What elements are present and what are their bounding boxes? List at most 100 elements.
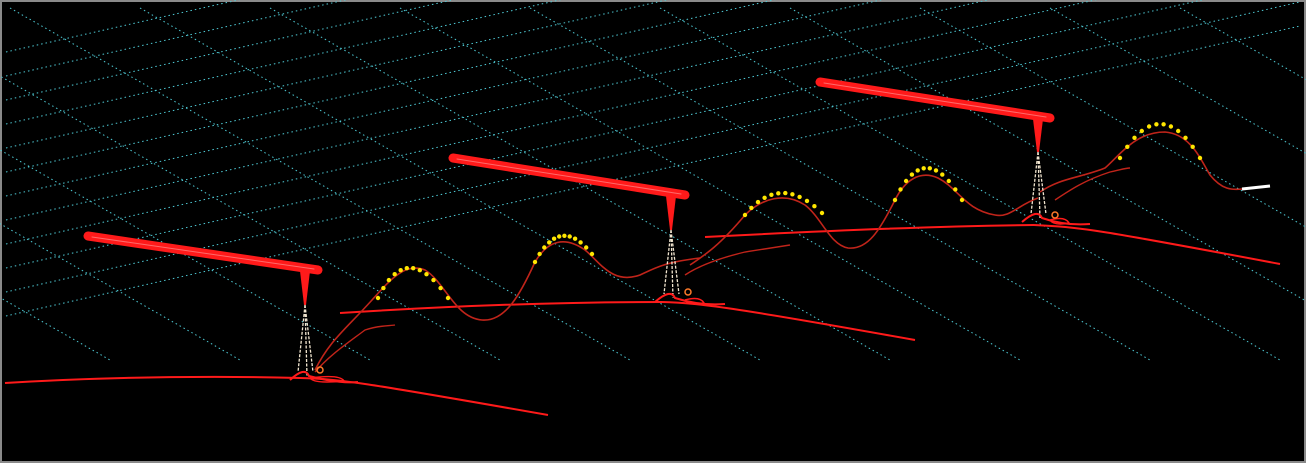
tower-1 (83, 231, 359, 384)
span-marker-dot (557, 234, 562, 239)
grid-line-horizontal (5, 0, 1205, 269)
span-marker-dot (431, 277, 436, 283)
span-marker-dot (927, 166, 932, 171)
span-marker-dot (1139, 128, 1145, 134)
span-marker-dot (812, 204, 817, 209)
span-marker-dot (404, 266, 409, 271)
tower-post (1033, 119, 1043, 152)
tower-crossarm-inner (456, 158, 682, 195)
overhead-conductor (1039, 131, 1243, 193)
ground-conductor (661, 301, 916, 341)
overhead-conductor (314, 241, 701, 371)
span-marker-dot (1197, 155, 1203, 161)
span-marker-dot (589, 251, 595, 257)
span-marker-dot (915, 168, 920, 173)
span-marker-dot (386, 277, 392, 283)
tower-support-legs (1030, 151, 1047, 219)
span-marker-dot (584, 245, 589, 250)
ground-grid (0, 0, 1306, 361)
ground-conductor (299, 377, 549, 416)
grid-line-horizontal (5, 0, 455, 101)
span-marker-dot (749, 205, 754, 211)
tower-anchor (316, 366, 324, 374)
grid-line-horizontal (5, 0, 1098, 245)
grid-line-diagonal (9, 7, 631, 361)
span-marker-dot (417, 268, 422, 273)
ground-conductor (339, 301, 663, 314)
span-marker-dot (1117, 155, 1123, 161)
span-marker-dot (953, 187, 958, 192)
grid-line-horizontal (5, 0, 669, 149)
ground-conductor (704, 224, 1035, 238)
span-marker-dot (790, 192, 795, 197)
grid-line-horizontal (5, 0, 241, 53)
grid-line-horizontal (5, 0, 883, 197)
span-marker-dot (1161, 122, 1166, 127)
span-marker-dot (532, 259, 538, 265)
tower-2 (448, 153, 726, 306)
span-marker-dot (392, 272, 397, 277)
grid-line-diagonal (0, 75, 501, 361)
span-marker-dot (804, 198, 810, 204)
span-marker-dot (755, 199, 761, 205)
end-marker (1241, 184, 1271, 191)
span-marker-dot (1125, 144, 1130, 149)
grid-line-horizontal (5, 0, 348, 77)
grid-line-horizontal (5, 25, 1301, 317)
span-marker-dot (375, 295, 381, 301)
span-marker-dot (411, 266, 416, 271)
span-marker-dot (940, 172, 945, 177)
tower-base-loop (309, 375, 346, 383)
span-marker-dot (578, 240, 583, 245)
span-marker-dot (762, 195, 767, 200)
grid-line-horizontal (5, 1, 1301, 293)
tower-base-loop (1049, 217, 1071, 225)
grid-line-horizontal (5, 0, 562, 125)
span-marker-dot (819, 210, 825, 216)
tower-post (300, 271, 310, 305)
span-marker-dot (398, 268, 403, 273)
span-marker-dot (381, 285, 386, 291)
grid-line-diagonal (0, 223, 241, 361)
tower-base-loop (684, 297, 706, 305)
span-marker-dot (742, 212, 748, 218)
tower-anchor (684, 288, 692, 296)
grid-line-diagonal (0, 296, 111, 361)
grid-line-diagonal (269, 7, 891, 361)
span-marker-dot (892, 197, 898, 203)
span-marker-dot (445, 295, 451, 301)
span-marker-dot (1146, 124, 1152, 129)
span-marker-dot (783, 190, 788, 196)
span-marker-dot (903, 178, 909, 184)
ground-conductor (1033, 224, 1281, 265)
tower-crossarm-inner (91, 236, 315, 270)
tower-base (1021, 212, 1091, 226)
span-marker-dot (1176, 128, 1181, 134)
tower-support-legs (663, 229, 680, 299)
span-marker-dot (547, 240, 552, 245)
overhead-conductor (689, 174, 1039, 266)
span-marker-dot (551, 236, 557, 241)
span-marker-dot (572, 236, 578, 241)
tower-3 (815, 77, 1091, 226)
tower-post (666, 196, 676, 230)
jumper-conductor (684, 244, 791, 276)
span-marker-dot (933, 168, 939, 173)
grid-line-horizontal (5, 0, 990, 221)
span-marker-dot (776, 191, 781, 196)
span-marker-dot (1183, 135, 1188, 140)
ground-conductor (4, 375, 301, 384)
grid-line-diagonal (659, 7, 1281, 361)
span-marker-dot (959, 197, 965, 203)
span-marker-dot (1168, 124, 1174, 129)
span-marker-dot (537, 251, 542, 257)
ground-conductors (4, 224, 1281, 416)
span-marker-dot (946, 178, 951, 184)
span-marker-dot (1154, 122, 1159, 127)
tower-base (654, 292, 726, 306)
tower-anchor (1051, 211, 1059, 219)
span-marker-dot (921, 166, 926, 171)
